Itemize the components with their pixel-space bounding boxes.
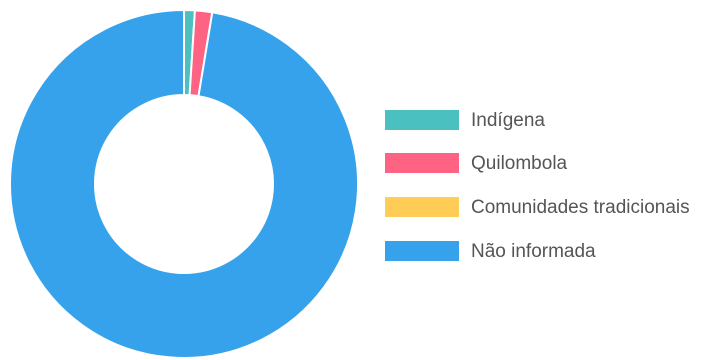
slice-nao-informada[interactable] [9,8,359,359]
legend-label-comunidades-tradicionais[interactable]: Comunidades tradicionais [471,197,690,218]
chart-legend: Indígena Quilombola Comunidades tradicio… [385,110,690,262]
legend-swatch-quilombola[interactable] [385,153,459,173]
legend-swatch-comunidades-tradicionais[interactable] [385,197,459,217]
legend-swatch-nao-informada[interactable] [385,241,459,261]
legend-label-nao-informada[interactable]: Não informada [471,241,596,262]
chart-slices [9,8,359,359]
legend-label-quilombola[interactable]: Quilombola [471,153,568,174]
legend-label-indigena[interactable]: Indígena [471,110,545,131]
legend-swatch-indigena[interactable] [385,110,459,130]
